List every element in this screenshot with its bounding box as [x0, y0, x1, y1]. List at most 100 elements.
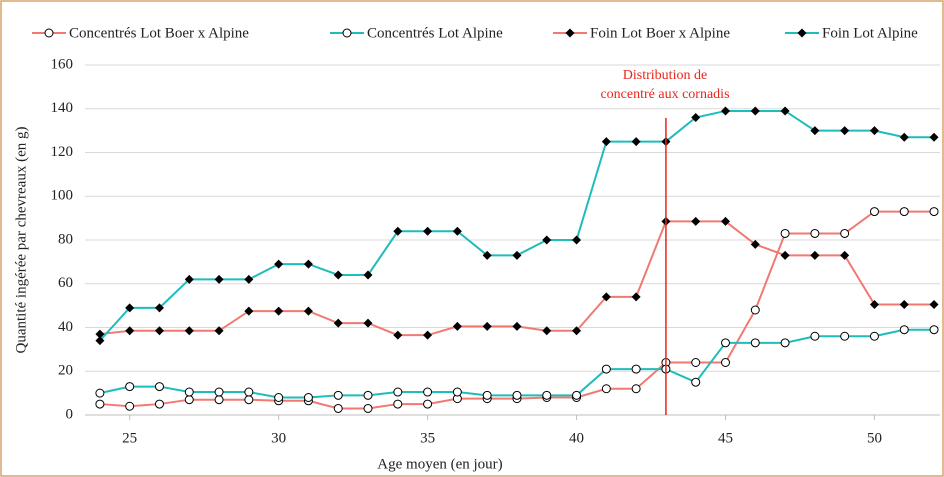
y-tick-label: 120 — [51, 144, 74, 160]
marker — [899, 132, 909, 142]
marker — [601, 137, 611, 147]
marker — [452, 387, 462, 397]
marker — [631, 292, 641, 302]
series — [95, 325, 939, 402]
marker — [631, 364, 641, 374]
marker — [423, 330, 433, 340]
marker — [840, 331, 850, 341]
marker — [750, 305, 760, 315]
marker — [565, 28, 575, 38]
marker — [721, 338, 731, 348]
marker — [423, 387, 433, 397]
legend-entry: Foin Lot Alpine — [785, 25, 918, 41]
marker — [797, 28, 807, 38]
marker — [154, 326, 164, 336]
marker — [125, 401, 135, 411]
marker — [929, 300, 939, 310]
marker — [691, 358, 701, 367]
marker — [810, 331, 820, 341]
marker — [423, 399, 433, 409]
marker — [244, 387, 254, 397]
marker — [840, 250, 850, 260]
series — [95, 106, 939, 346]
marker — [154, 399, 164, 409]
marker — [512, 250, 522, 260]
marker — [333, 403, 343, 413]
marker — [512, 321, 522, 331]
marker — [482, 321, 492, 331]
marker — [184, 387, 194, 397]
x-tick-label: 30 — [271, 430, 286, 446]
legend-entry: Foin Lot Boer x Alpine — [553, 25, 730, 41]
marker — [244, 306, 254, 316]
marker — [125, 303, 135, 313]
x-tick-label: 25 — [122, 430, 137, 446]
marker — [95, 388, 105, 398]
marker — [44, 28, 54, 38]
marker — [542, 390, 552, 400]
x-tick-label: 40 — [569, 430, 584, 446]
marker — [95, 336, 105, 346]
marker — [810, 126, 820, 136]
marker — [393, 226, 403, 236]
marker — [274, 259, 284, 269]
marker — [631, 384, 641, 394]
marker — [601, 384, 611, 394]
marker — [363, 270, 373, 280]
marker — [184, 326, 194, 336]
marker — [780, 228, 790, 238]
marker — [333, 270, 343, 280]
marker — [244, 395, 254, 405]
marker — [184, 395, 194, 405]
legend-label: Concentrés Lot Boer x Alpine — [69, 25, 249, 41]
marker — [572, 326, 582, 336]
marker — [869, 126, 879, 136]
marker — [303, 393, 313, 402]
marker — [929, 207, 939, 217]
marker — [393, 399, 403, 409]
marker — [512, 390, 522, 400]
marker — [482, 390, 492, 400]
marker — [750, 239, 760, 249]
marker — [214, 395, 224, 405]
legend-label: Foin Lot Boer x Alpine — [590, 25, 730, 41]
marker — [125, 326, 135, 336]
marker — [452, 321, 462, 331]
marker — [274, 306, 284, 316]
marker — [363, 390, 373, 400]
marker — [572, 235, 582, 245]
y-tick-label: 140 — [51, 100, 74, 116]
marker — [333, 318, 343, 328]
marker — [721, 358, 731, 367]
marker — [750, 106, 760, 116]
marker — [214, 326, 224, 336]
marker — [154, 382, 164, 392]
marker — [899, 207, 909, 217]
y-axis-label: Quantité ingérée par chevreaux (en g) — [13, 127, 29, 354]
marker — [363, 403, 373, 413]
marker — [780, 338, 790, 348]
y-tick-label: 0 — [66, 406, 74, 422]
marker — [899, 300, 909, 310]
marker — [363, 318, 373, 328]
marker — [342, 28, 352, 38]
y-tick-label: 20 — [58, 363, 73, 379]
marker — [274, 393, 284, 402]
marker — [125, 382, 135, 392]
y-tick-label: 100 — [51, 188, 74, 204]
marker — [452, 226, 462, 236]
marker — [840, 126, 850, 136]
marker — [929, 132, 939, 142]
marker — [869, 300, 879, 310]
marker — [95, 399, 105, 409]
marker — [810, 228, 820, 238]
y-tick-label: 60 — [58, 275, 73, 291]
x-tick-label: 45 — [718, 430, 733, 446]
legend-entry: Concentrés Lot Alpine — [330, 25, 503, 41]
marker — [423, 226, 433, 236]
y-tick-label: 40 — [58, 319, 73, 335]
annotation-text: Distribution de — [623, 68, 707, 83]
